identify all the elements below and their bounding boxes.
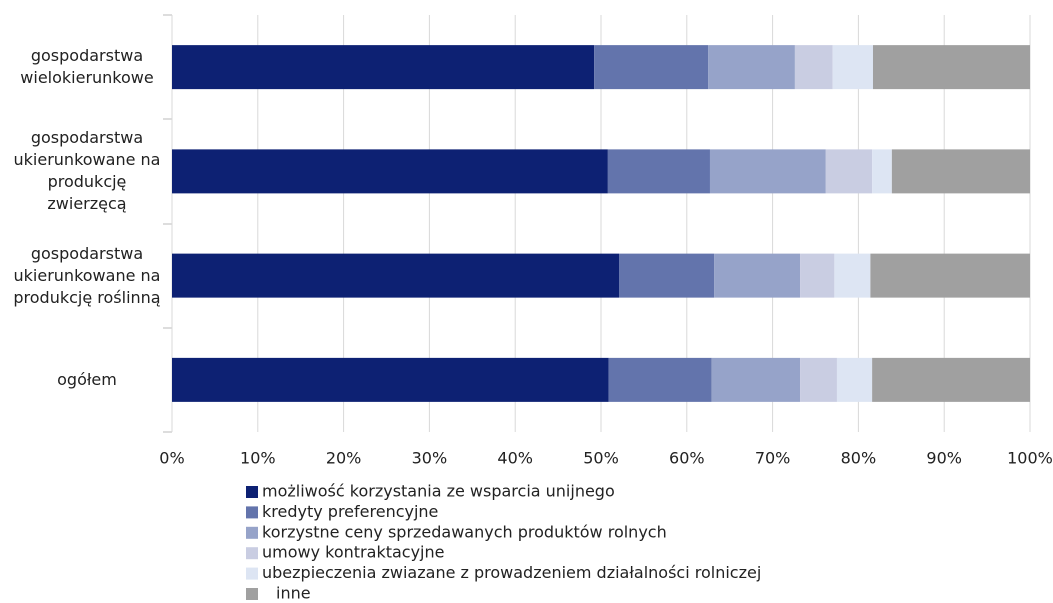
bar-segment: [832, 45, 873, 90]
bar-segment: [800, 253, 835, 298]
bar-segment: [794, 45, 833, 90]
y-tick-label: gospodarstwa ukierunkowane na produkcję …: [13, 243, 161, 307]
bar-segment: [619, 253, 715, 298]
legend-label: kredyty preferencyjne: [262, 502, 438, 521]
legend-swatch: [246, 506, 258, 519]
y-tick-label: gospodarstwa wielokierunkowe: [20, 46, 154, 88]
x-tick-label: 70%: [755, 449, 791, 468]
legend-label: umowy kontraktacyjne: [262, 543, 444, 562]
x-tick-label: 60%: [669, 449, 705, 468]
legend-label: inne: [276, 584, 311, 603]
x-tick-label: 30%: [412, 449, 448, 468]
bar-segment: [872, 149, 892, 194]
x-tick-label: 10%: [240, 449, 276, 468]
bar-segment: [607, 149, 710, 194]
x-tick-label: 90%: [926, 449, 962, 468]
legend-swatch: [246, 588, 258, 600]
bar-segment: [708, 45, 795, 90]
bar-segment: [172, 45, 595, 90]
bar-segment: [172, 357, 609, 402]
legend-swatch: [246, 486, 258, 498]
x-tick-label: 20%: [326, 449, 362, 468]
x-tick-label: 100%: [1007, 449, 1053, 468]
bar-segment: [608, 357, 712, 402]
bar-segment: [172, 149, 608, 194]
x-tick-label: 40%: [497, 449, 533, 468]
legend-swatch: [246, 526, 258, 539]
bar-segment: [711, 357, 801, 402]
bar-segment: [800, 357, 837, 402]
bar-segment: [891, 149, 1030, 194]
legend-label: korzystne ceny sprzedawanych produktów r…: [262, 522, 667, 541]
x-tick-label: 50%: [583, 449, 619, 468]
bar-segment: [714, 253, 801, 298]
bar-segment: [870, 253, 1030, 298]
x-tick-label: 80%: [841, 449, 877, 468]
y-tick-label: gospodarstwa ukierunkowane na produkcję …: [13, 128, 161, 214]
bar-segment: [172, 253, 620, 298]
legend-label: możliwość korzystania ze wsparcia unijne…: [262, 482, 615, 501]
legend-label: ubezpieczenia zwiazane z prowadzeniem dz…: [262, 563, 761, 582]
bar-segment: [872, 45, 1030, 90]
bar-segment: [834, 253, 871, 298]
bar-segment: [872, 357, 1030, 402]
y-tick-label: ogółem: [57, 369, 117, 389]
bar-segment: [836, 357, 873, 402]
x-tick-label: 0%: [159, 449, 184, 468]
bar-segment: [825, 149, 873, 194]
bar-segment: [709, 149, 826, 194]
bar-segment: [594, 45, 709, 90]
legend-swatch: [246, 567, 258, 580]
legend-swatch: [246, 547, 258, 560]
